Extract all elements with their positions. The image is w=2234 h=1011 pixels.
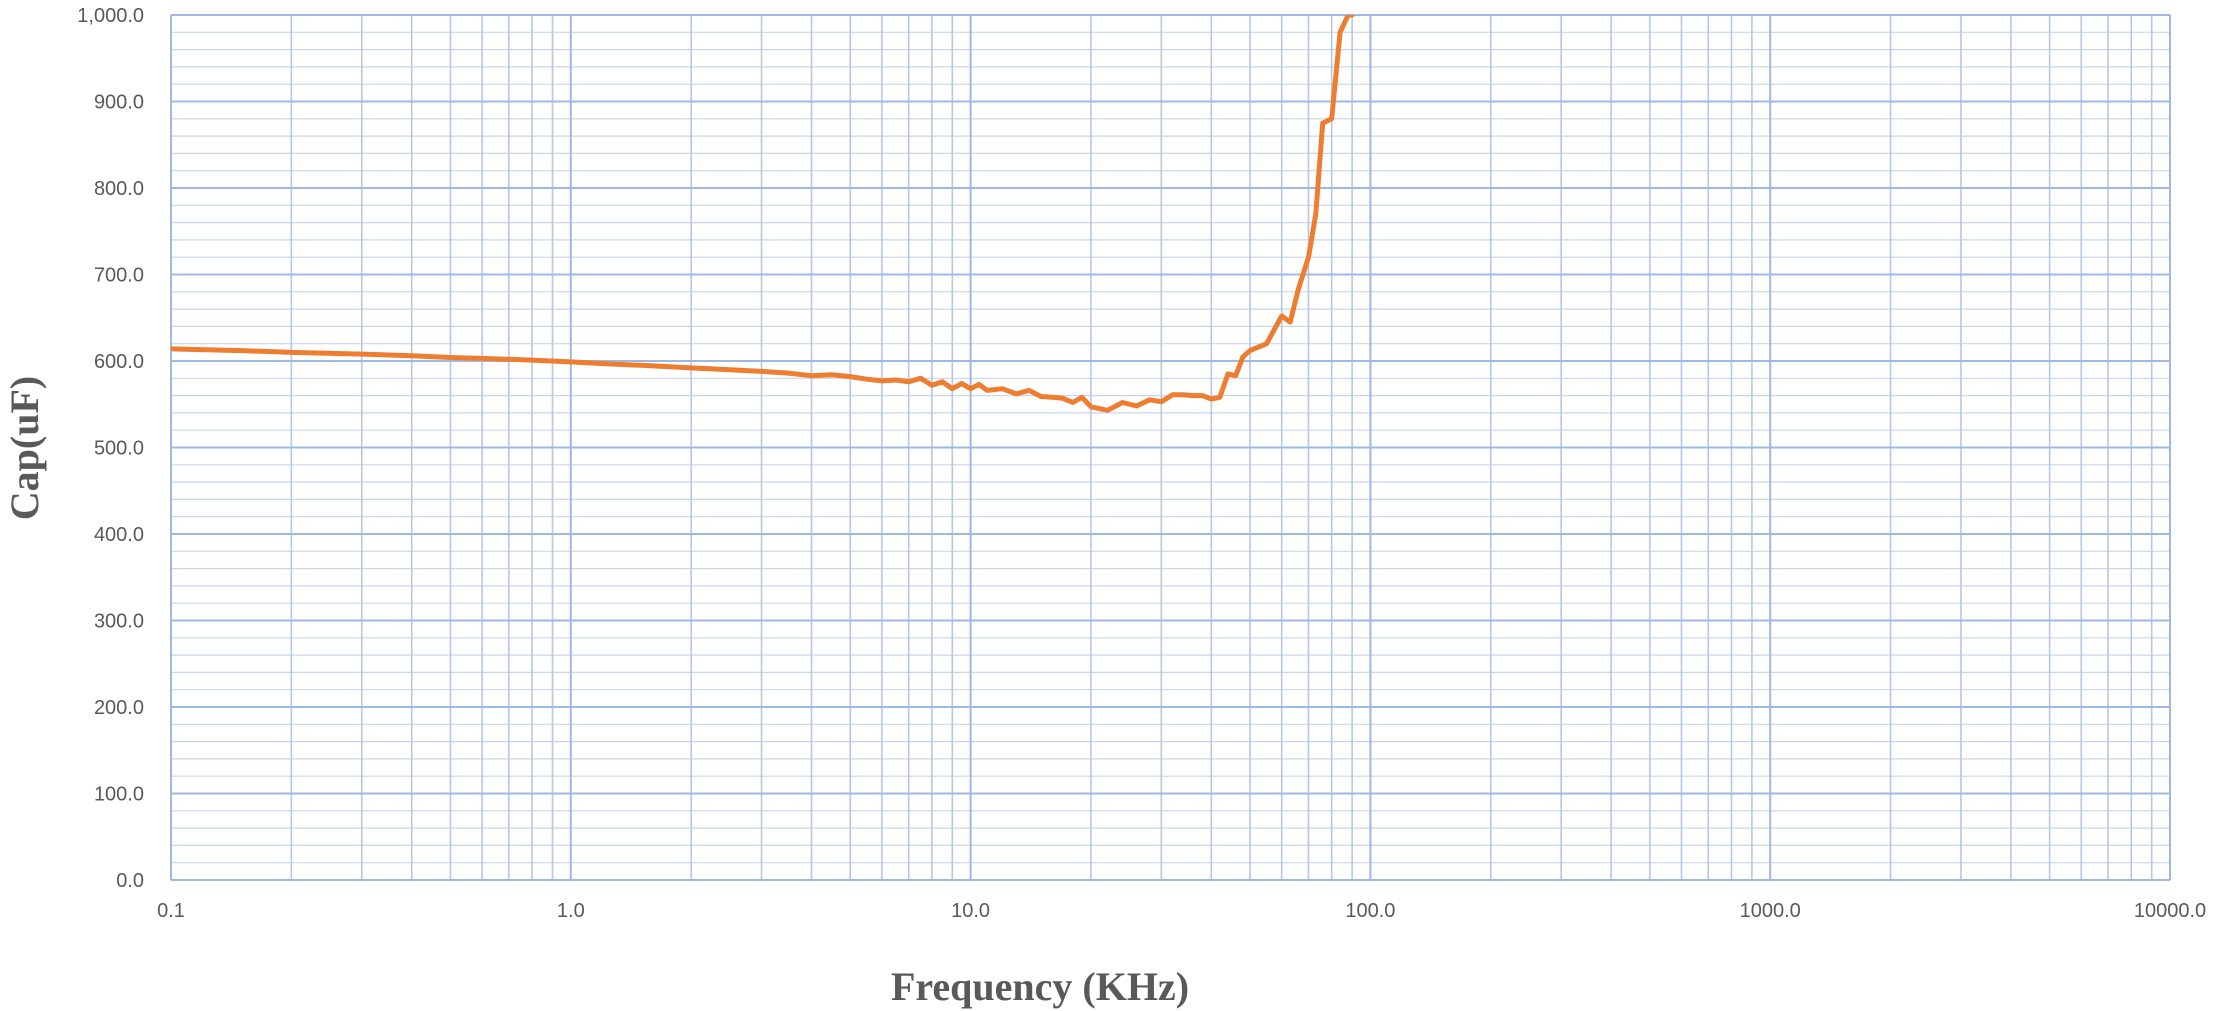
- x-tick-label: 1.0: [557, 900, 585, 922]
- series-line: [171, 15, 1355, 413]
- y-tick-label: 700.0: [94, 265, 144, 287]
- x-tick-label: 0.1: [157, 900, 185, 922]
- series-layer: [171, 15, 1355, 413]
- y-tick-label: 900.0: [94, 92, 144, 114]
- y-tick-label: 0.0: [116, 870, 144, 892]
- y-tick-label: 100.0: [94, 784, 144, 806]
- y-tick-label: 500.0: [94, 438, 144, 460]
- x-axis-ticks: 0.1 1.0 10.0 100.0 1000.0 10000.0: [157, 900, 2206, 922]
- x-axis-title: Frequency (KHz): [891, 964, 1189, 1009]
- y-tick-label: 600.0: [94, 351, 144, 373]
- x-tick-label: 1000.0: [1740, 900, 1801, 922]
- y-axis-ticks: 0.0 100.0 200.0 300.0 400.0 500.0 600.0 700.0 80…: [77, 5, 144, 892]
- y-tick-label: 400.0: [94, 524, 144, 546]
- x-tick-label: 10000.0: [2134, 900, 2206, 922]
- y-axis-title: Cap(uF): [2, 376, 47, 520]
- major-gridlines: [170, 14, 2171, 881]
- x-tick-label: 10.0: [951, 900, 990, 922]
- x-tick-label: 100.0: [1345, 900, 1395, 922]
- y-tick-label: 200.0: [94, 697, 144, 719]
- y-tick-label: 1,000.0: [77, 5, 144, 27]
- y-tick-label: 800.0: [94, 178, 144, 200]
- y-tick-label: 300.0: [94, 611, 144, 633]
